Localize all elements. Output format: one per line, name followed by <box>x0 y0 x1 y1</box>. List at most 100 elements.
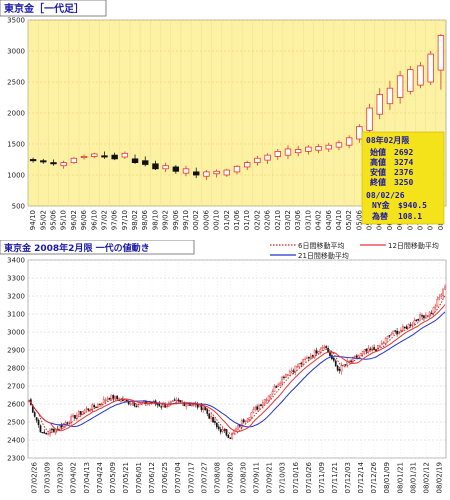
candle-contract-body-174 <box>361 351 364 355</box>
candle-contract-96 <box>212 416 214 423</box>
candle-long-body-18 <box>213 170 220 175</box>
candle-contract-197 <box>405 324 408 330</box>
x-tick-contract-19: 07/10/03 <box>279 462 287 493</box>
x-tick-long-27: 03/10 <box>304 210 312 230</box>
candle-contract-3 <box>33 410 36 418</box>
candle-long-body-11 <box>142 160 149 165</box>
candle-contract-body-55 <box>133 403 136 406</box>
candle-contract-142 <box>300 361 303 367</box>
candle-contract-164 <box>342 364 345 367</box>
candle-long-19 <box>223 168 231 177</box>
candle-contract-body-212 <box>434 305 437 308</box>
x-tick-long-15: 99/10 <box>182 210 190 230</box>
candle-contract-82 <box>185 403 188 410</box>
y-tick-contract-3: 2600 <box>7 401 25 409</box>
info-ny-label: NY金 <box>372 200 391 210</box>
candle-contract-28 <box>81 410 84 416</box>
candle-contract-body-159 <box>332 357 335 361</box>
candle-contract-53 <box>129 401 132 406</box>
candle-contract-115 <box>248 416 251 422</box>
candle-contract-body-142 <box>300 362 303 365</box>
candle-long-body-5 <box>80 155 88 159</box>
candle-contract-117 <box>252 406 255 414</box>
candle-contract-body-74 <box>169 401 172 404</box>
candle-contract-body-76 <box>173 399 176 401</box>
candle-contract-body-180 <box>373 347 375 350</box>
x-tick-long-24: 02/10 <box>274 210 282 230</box>
candle-long-12 <box>152 160 159 171</box>
candle-contract-174 <box>361 350 364 358</box>
candle-contract-body-134 <box>285 374 287 379</box>
candle-contract-body-43 <box>110 394 113 400</box>
candle-contract-body-200 <box>411 323 414 326</box>
legend-ma6: 6日間移動平均 <box>298 241 344 250</box>
candle-contract-body-138 <box>292 370 295 372</box>
candle-contract-body-124 <box>265 399 268 401</box>
candle-long-body-38 <box>417 65 424 86</box>
candle-contract-body-3 <box>33 412 36 417</box>
candle-long-body-28 <box>315 146 322 151</box>
candle-long-body-10 <box>131 158 139 164</box>
candle-contract-body-128 <box>273 386 276 392</box>
x-tick-long-26: 03/06 <box>294 209 302 230</box>
candle-contract-body-44 <box>112 395 115 400</box>
candle-long-body-22 <box>254 157 261 163</box>
candle-contract-137 <box>290 367 293 374</box>
x-tick-long-7: 97/02 <box>100 210 108 230</box>
candle-long-33 <box>366 103 373 133</box>
x-tick-contract-2: 07/03/20 <box>57 462 65 493</box>
candle-contract-83 <box>187 404 189 407</box>
candle-contract-body-82 <box>185 404 188 407</box>
candle-long-body-34 <box>376 94 383 115</box>
candle-long-body-12 <box>152 163 159 170</box>
x-tick-long-13: 99/02 <box>162 210 170 230</box>
candle-long-34 <box>376 88 383 120</box>
candle-long-36 <box>396 70 404 104</box>
candle-contract-9 <box>45 432 48 435</box>
candles-long <box>29 34 445 180</box>
candle-contract-160 <box>334 359 337 367</box>
candle-contract-body-178 <box>369 348 372 351</box>
candle-contract-4 <box>35 417 38 423</box>
info-close-label: 終値 <box>370 177 386 187</box>
candle-contract-body-112 <box>242 419 245 423</box>
chart-long-term: 東京金［一代足］ 500 1000 1500 2000 2500 3000 3500 94/… <box>0 0 447 230</box>
candle-contract-154 <box>323 344 326 350</box>
candle-contract-body-8 <box>43 431 46 434</box>
candle-contract-27 <box>79 411 82 418</box>
x-tick-contract-11: 07/07/04 <box>174 461 182 493</box>
candle-long-body-0 <box>29 159 37 162</box>
candle-contract-97 <box>214 418 216 426</box>
candle-contract-body-95 <box>210 416 212 419</box>
candle-long-28 <box>315 144 322 154</box>
candle-contract-body-216 <box>442 288 444 297</box>
candle-contract-body-29 <box>83 409 86 413</box>
candle-contract-116 <box>250 412 253 420</box>
candle-contract-body-42 <box>108 397 111 400</box>
x-tick-long-3: 95/10 <box>60 210 68 230</box>
candle-contract-177 <box>367 344 370 355</box>
candle-contract-21 <box>68 420 71 424</box>
candle-contract-body-97 <box>214 421 216 423</box>
y-axis-contract: 2300 2400 2500 2600 2700 2800 2900 3000 3100 3200… <box>7 257 25 463</box>
candle-contract-149 <box>313 349 316 360</box>
x-tick-contract-9: 07/06/12 <box>148 462 156 493</box>
candle-long-body-29 <box>325 144 332 150</box>
candle-contract-141 <box>298 362 301 369</box>
candle-contract-body-6 <box>39 425 42 433</box>
candle-long-body-19 <box>223 169 231 176</box>
candle-contract-105 <box>229 437 232 440</box>
candle-long-body-4 <box>70 157 78 163</box>
candle-contract-body-28 <box>81 411 84 415</box>
y-tick-long-0: 500 <box>12 203 25 211</box>
candle-contract-body-154 <box>323 346 326 349</box>
candle-contract-130 <box>277 382 280 388</box>
candle-contract-body-10 <box>47 433 49 435</box>
candle-contract-body-211 <box>432 307 435 314</box>
candle-contract-124 <box>265 397 268 403</box>
candle-contract-body-23 <box>72 414 74 417</box>
candle-long-20 <box>233 165 241 175</box>
candle-contract-body-120 <box>258 405 260 409</box>
candle-long-2 <box>50 159 57 166</box>
candle-contract-153 <box>321 344 324 352</box>
